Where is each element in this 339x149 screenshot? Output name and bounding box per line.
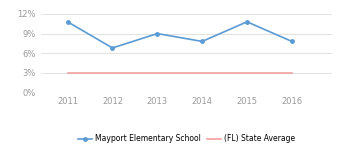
Legend: Mayport Elementary School, (FL) State Average: Mayport Elementary School, (FL) State Av… [75, 131, 298, 146]
